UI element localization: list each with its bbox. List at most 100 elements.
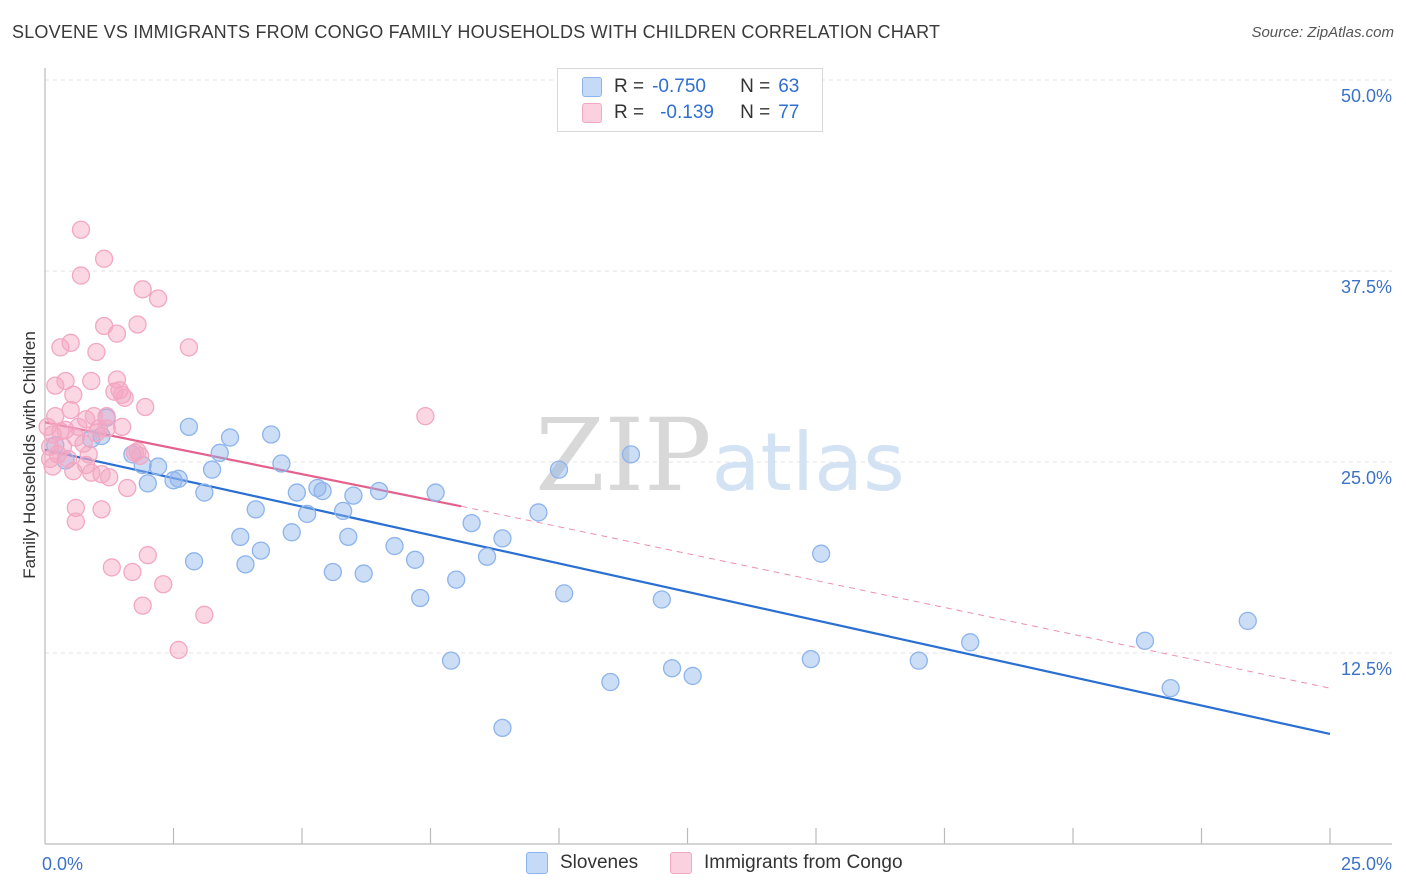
point-slovenes	[272, 454, 291, 473]
point-congo	[148, 289, 168, 308]
point-slovenes	[148, 457, 168, 476]
point-slovenes	[529, 503, 548, 522]
point-congo	[115, 388, 134, 407]
legend-label-congo: Immigrants from Congo	[704, 852, 903, 873]
point-slovenes	[549, 460, 569, 479]
point-congo	[169, 640, 188, 660]
point-congo	[64, 385, 83, 404]
watermark: ZIPatlas	[535, 397, 905, 514]
point-congo	[51, 338, 70, 357]
point-slovenes	[493, 529, 512, 548]
watermark-zip: ZIP	[535, 397, 711, 514]
point-congo	[128, 315, 147, 334]
point-slovenes	[385, 536, 404, 556]
legend-r-value: -0.139	[660, 102, 714, 123]
point-congo	[94, 249, 114, 268]
point-congo	[97, 419, 116, 438]
watermark-atlas: atlas	[711, 416, 904, 509]
point-slovenes	[169, 469, 188, 488]
point-congo	[56, 371, 75, 391]
point-slovenes	[195, 483, 214, 502]
point-slovenes	[231, 527, 250, 547]
point-slovenes	[801, 649, 821, 669]
trendline-congo-extension	[461, 505, 1331, 689]
correlation-legend: R = -0.750 N = 63 R = -0.139 N = 77	[557, 68, 823, 132]
point-congo	[71, 266, 91, 285]
point-slovenes	[426, 483, 445, 502]
point-slovenes	[621, 445, 641, 464]
point-congo	[133, 596, 152, 615]
chart-source: Source: ZipAtlas.com	[1251, 24, 1394, 41]
point-slovenes	[405, 550, 425, 569]
x-tick-label-max: 25.0%	[1340, 854, 1392, 874]
point-congo	[112, 385, 132, 404]
point-slovenes	[601, 672, 620, 692]
series-legend: Slovenes Immigrants from Congo	[0, 852, 1406, 878]
legend-n-value: 63	[778, 76, 800, 97]
point-congo	[74, 434, 93, 453]
point-congo	[92, 500, 111, 519]
y-axis-label: Family Households with Children	[20, 331, 39, 579]
point-slovenes	[477, 547, 497, 566]
point-congo	[46, 376, 65, 395]
legend-row-congo: R = -0.139 N = 77	[582, 101, 799, 125]
point-slovenes	[369, 481, 389, 501]
legend-r-label: R =	[614, 76, 645, 97]
point-congo	[133, 280, 152, 299]
point-slovenes	[493, 718, 512, 738]
legend-row-slovenes: R = -0.750 N = 63	[582, 75, 799, 99]
point-slovenes	[811, 544, 831, 563]
legend-n-label: N =	[740, 102, 771, 123]
legend-swatch-slovenes	[582, 77, 602, 97]
point-slovenes	[220, 428, 240, 447]
point-slovenes	[554, 584, 574, 603]
legend-n-label: N =	[740, 76, 771, 97]
point-slovenes	[333, 501, 353, 521]
point-congo	[179, 338, 199, 357]
point-slovenes	[246, 500, 265, 519]
point-slovenes	[236, 555, 255, 574]
legend-label-slovenes: Slovenes	[560, 852, 639, 873]
point-slovenes	[282, 523, 301, 542]
point-congo	[79, 445, 98, 464]
legend-item-congo[interactable]: Immigrants from Congo	[670, 852, 903, 874]
point-slovenes	[184, 552, 204, 571]
legend-swatch-slovenes	[526, 852, 548, 874]
trendline-congo	[44, 421, 462, 508]
point-congo	[195, 605, 214, 624]
point-slovenes	[287, 483, 307, 502]
point-congo	[102, 558, 121, 577]
x-tick-label-min: 0.0%	[42, 854, 84, 874]
point-slovenes	[1135, 631, 1155, 650]
legend-swatch-congo	[670, 852, 692, 874]
point-slovenes	[447, 570, 466, 589]
point-congo	[130, 446, 150, 466]
data-points	[38, 220, 1257, 738]
point-congo	[100, 468, 119, 487]
point-slovenes	[308, 478, 327, 498]
legend-r-label: R =	[614, 102, 645, 123]
legend-item-slovenes[interactable]: Slovenes	[526, 852, 638, 874]
point-slovenes	[441, 651, 461, 670]
y-tick-label: 37.5%	[1340, 277, 1392, 297]
point-slovenes	[411, 588, 430, 608]
axes	[44, 68, 1392, 845]
point-slovenes	[683, 666, 702, 686]
y-tick-label: 12.5%	[1340, 659, 1392, 679]
point-congo	[69, 417, 88, 437]
point-congo	[87, 342, 106, 362]
legend-swatch-congo	[582, 103, 602, 123]
point-slovenes	[354, 564, 373, 583]
point-slovenes	[909, 651, 928, 670]
point-congo	[123, 562, 142, 582]
point-slovenes	[961, 633, 980, 652]
point-congo	[66, 512, 85, 531]
y-tick-label: 25.0%	[1340, 468, 1392, 488]
point-slovenes	[462, 513, 481, 533]
point-congo	[61, 333, 80, 352]
point-slovenes	[339, 527, 358, 547]
legend-n-value: 77	[778, 102, 800, 123]
trendlines	[44, 421, 1331, 736]
point-slovenes	[662, 659, 682, 678]
